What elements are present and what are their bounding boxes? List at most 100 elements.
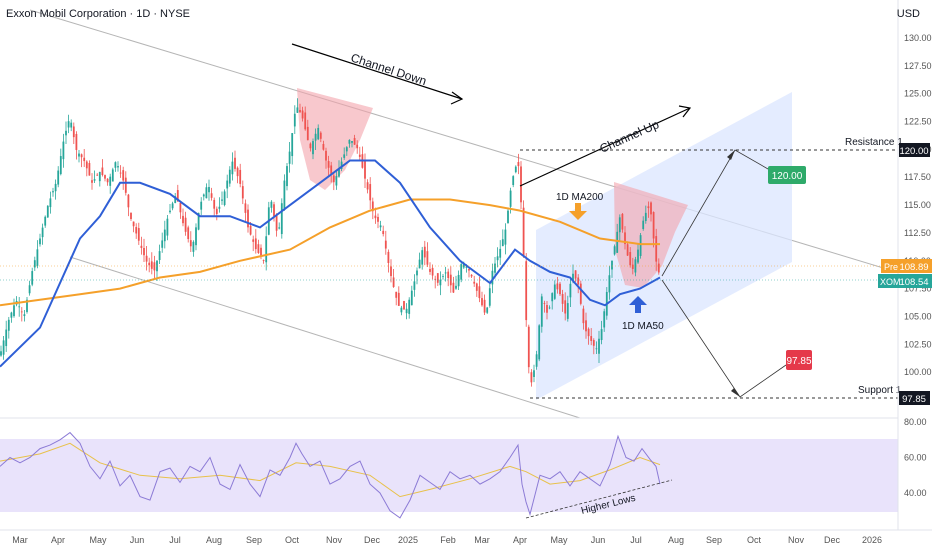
rsi-ma-line[interactable] bbox=[0, 442, 661, 498]
candle[interactable] bbox=[403, 300, 405, 310]
price-axis[interactable]: 130.00127.50125.00122.50120.00117.50115.… bbox=[904, 33, 932, 405]
candle[interactable] bbox=[488, 281, 491, 308]
candle[interactable] bbox=[114, 161, 117, 172]
candle[interactable] bbox=[655, 228, 658, 271]
candle[interactable] bbox=[439, 271, 442, 296]
candle[interactable] bbox=[267, 201, 270, 236]
candle[interactable] bbox=[647, 201, 650, 218]
candle[interactable] bbox=[169, 204, 171, 214]
candle[interactable] bbox=[371, 197, 374, 220]
candle[interactable] bbox=[319, 131, 322, 143]
candle[interactable] bbox=[496, 247, 499, 268]
candle[interactable] bbox=[395, 291, 398, 306]
candle[interactable] bbox=[340, 157, 343, 172]
candle[interactable] bbox=[444, 266, 447, 282]
candle[interactable] bbox=[137, 222, 140, 245]
candle[interactable] bbox=[26, 296, 28, 314]
candle[interactable] bbox=[564, 292, 567, 321]
candle[interactable] bbox=[421, 246, 424, 270]
candle[interactable] bbox=[374, 207, 377, 224]
candle[interactable] bbox=[475, 282, 478, 297]
candle[interactable] bbox=[52, 187, 54, 197]
candle[interactable] bbox=[244, 199, 247, 222]
candle[interactable] bbox=[468, 267, 470, 278]
candle[interactable] bbox=[478, 276, 481, 303]
candle[interactable] bbox=[369, 177, 372, 210]
channel-up-arrow[interactable] bbox=[519, 107, 691, 187]
candle[interactable] bbox=[429, 262, 431, 275]
candle[interactable] bbox=[143, 238, 145, 262]
candle[interactable] bbox=[624, 226, 626, 250]
candle[interactable] bbox=[392, 269, 395, 288]
candle[interactable] bbox=[356, 140, 359, 154]
candle[interactable] bbox=[83, 149, 86, 167]
candle[interactable] bbox=[293, 105, 296, 134]
candle[interactable] bbox=[49, 191, 52, 214]
candle[interactable] bbox=[546, 300, 548, 320]
candle[interactable] bbox=[20, 307, 23, 322]
candle[interactable] bbox=[44, 215, 47, 228]
candle[interactable] bbox=[28, 280, 31, 296]
candle[interactable] bbox=[507, 207, 509, 224]
candle[interactable] bbox=[145, 246, 148, 271]
candle[interactable] bbox=[59, 148, 62, 176]
candle[interactable] bbox=[364, 153, 366, 188]
candle[interactable] bbox=[566, 295, 569, 322]
candle[interactable] bbox=[379, 220, 382, 232]
candle[interactable] bbox=[57, 166, 60, 188]
candle[interactable] bbox=[522, 200, 525, 258]
candle[interactable] bbox=[608, 265, 611, 300]
candle[interactable] bbox=[366, 179, 369, 194]
candle[interactable] bbox=[629, 247, 632, 268]
candle[interactable] bbox=[288, 141, 291, 173]
candle[interactable] bbox=[72, 122, 75, 145]
candle[interactable] bbox=[473, 275, 476, 287]
candle[interactable] bbox=[361, 146, 364, 169]
candle[interactable] bbox=[600, 320, 603, 345]
candle[interactable] bbox=[46, 205, 49, 218]
candle[interactable] bbox=[598, 330, 600, 364]
candle[interactable] bbox=[535, 350, 538, 370]
ma200-line[interactable] bbox=[0, 198, 660, 307]
candle[interactable] bbox=[309, 142, 312, 152]
candle[interactable] bbox=[538, 324, 541, 362]
rsi-line[interactable] bbox=[0, 431, 661, 519]
candle[interactable] bbox=[449, 266, 452, 293]
candle[interactable] bbox=[195, 223, 197, 251]
candle[interactable] bbox=[202, 193, 205, 201]
candle[interactable] bbox=[657, 258, 660, 275]
candle[interactable] bbox=[153, 255, 156, 279]
candle[interactable] bbox=[70, 119, 73, 132]
candle[interactable] bbox=[533, 364, 535, 383]
candle[interactable] bbox=[387, 249, 390, 273]
candle[interactable] bbox=[93, 170, 96, 183]
candle[interactable] bbox=[384, 230, 387, 255]
candle[interactable] bbox=[499, 240, 502, 265]
candle[interactable] bbox=[109, 173, 112, 194]
candle[interactable] bbox=[296, 98, 299, 113]
candle[interactable] bbox=[91, 173, 93, 190]
candle[interactable] bbox=[304, 106, 307, 131]
ma50-line[interactable] bbox=[0, 159, 661, 368]
candle[interactable] bbox=[65, 121, 67, 144]
candle[interactable] bbox=[330, 161, 333, 183]
candle[interactable] bbox=[31, 267, 34, 287]
candle[interactable] bbox=[559, 282, 561, 297]
candle[interactable] bbox=[556, 277, 559, 294]
candle[interactable] bbox=[452, 276, 455, 293]
candle[interactable] bbox=[135, 223, 138, 239]
candle[interactable] bbox=[579, 280, 582, 306]
candle[interactable] bbox=[241, 180, 244, 205]
candle[interactable] bbox=[514, 165, 517, 174]
candle[interactable] bbox=[574, 270, 577, 283]
candle[interactable] bbox=[577, 274, 580, 294]
candle[interactable] bbox=[205, 183, 208, 199]
candle[interactable] bbox=[140, 236, 143, 255]
candle[interactable] bbox=[150, 252, 153, 275]
candle[interactable] bbox=[257, 239, 260, 254]
candle[interactable] bbox=[481, 291, 483, 307]
candle[interactable] bbox=[62, 133, 65, 168]
candle[interactable] bbox=[470, 274, 473, 278]
candle[interactable] bbox=[179, 201, 182, 219]
candle[interactable] bbox=[184, 211, 187, 236]
